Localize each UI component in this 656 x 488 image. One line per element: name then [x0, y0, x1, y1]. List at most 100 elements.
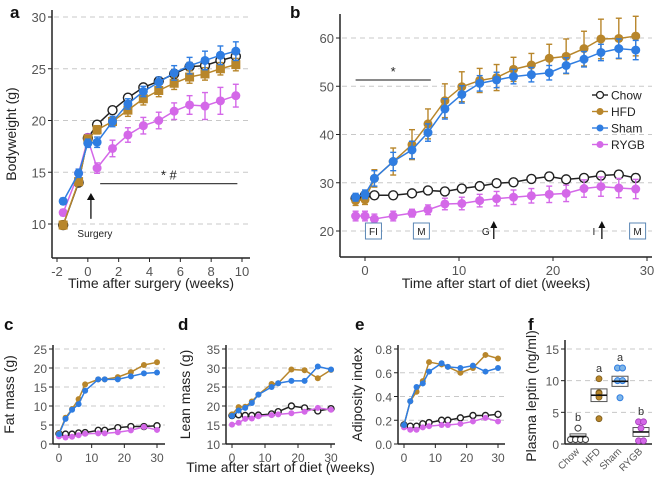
x-tick-label: 2: [115, 264, 122, 279]
y-tick-label: 20: [207, 400, 221, 414]
data-point: [235, 407, 242, 414]
x-tick-label: Chow: [556, 446, 582, 472]
data-point: [526, 70, 536, 80]
data-point: [123, 105, 133, 115]
panel-label: e: [355, 315, 364, 334]
y-tick-label: 10: [32, 217, 46, 232]
y-tick-label: 0.4: [375, 391, 392, 405]
y-tick-label: 20: [320, 224, 334, 239]
data-point: [637, 424, 645, 432]
data-point: [351, 192, 361, 202]
series-sham: [351, 38, 641, 202]
data-point: [314, 375, 321, 382]
data-point: [388, 190, 399, 201]
data-point: [75, 432, 82, 439]
data-point: [92, 163, 102, 173]
data-point: [328, 406, 334, 413]
y-tick-label: 30: [32, 10, 46, 25]
data-point: [369, 190, 380, 201]
data-point: [544, 189, 554, 199]
data-point: [248, 415, 255, 422]
x-axis-label: Time after surgery (weeks): [68, 275, 234, 291]
data-point: [200, 55, 210, 65]
timepoint-label: M: [633, 227, 641, 238]
data-point: [69, 433, 76, 440]
y-axis-label: Adiposity index: [349, 347, 365, 441]
data-point: [469, 362, 476, 369]
timepoint-box: [364, 222, 382, 240]
significance-label: *: [391, 64, 396, 79]
data-point: [469, 418, 476, 425]
x-tick-label: 6: [177, 264, 184, 279]
data-point: [288, 377, 295, 384]
data-point: [169, 78, 179, 88]
group-rygb: b RYGB: [617, 406, 650, 474]
data-point: [440, 104, 450, 114]
data-point: [595, 375, 603, 383]
data-point: [406, 188, 418, 199]
data-point: [108, 143, 117, 153]
data-point: [438, 360, 445, 367]
data-point: [631, 31, 641, 41]
data-point: [495, 365, 501, 371]
data-point: [82, 387, 89, 394]
data-point: [457, 198, 467, 208]
data-point: [579, 184, 589, 194]
y-axis-label: Bodyweight (g): [3, 87, 19, 180]
data-point: [82, 381, 89, 388]
data-point: [574, 424, 582, 432]
data-point: [457, 89, 467, 99]
data-point: [108, 117, 117, 127]
significance-label: * #: [161, 168, 178, 183]
x-tick-label: 10: [452, 263, 466, 278]
series-sham: [58, 41, 241, 206]
data-point: [154, 359, 160, 366]
data-point: [114, 429, 121, 436]
significance-letter: b: [638, 406, 644, 418]
data-point: [138, 94, 148, 104]
x-tick-label: 8: [208, 264, 215, 279]
legend-entry-rygb: RYGB: [611, 138, 645, 152]
data-point: [419, 380, 426, 387]
data-point: [596, 47, 606, 57]
data-point: [369, 214, 379, 224]
significance-letter: b: [575, 412, 581, 424]
data-point: [444, 363, 451, 370]
legend-entry-sham: Sham: [611, 122, 642, 136]
data-point: [328, 366, 334, 373]
data-point: [95, 376, 102, 383]
y-tick-label: 0.8: [375, 343, 392, 357]
data-point: [457, 369, 464, 376]
y-tick-label: 35: [207, 343, 221, 357]
y-axis-label: Lean mass (g): [177, 350, 193, 439]
data-point: [275, 380, 282, 387]
data-point: [492, 75, 502, 85]
significance-letter: a: [596, 363, 603, 375]
data-point: [101, 430, 108, 437]
data-point: [413, 426, 420, 433]
data-point: [140, 423, 147, 430]
arrow-head-icon: [86, 192, 95, 200]
data-point: [74, 177, 84, 187]
y-axis-label: Plasma leptin (ng/ml): [523, 330, 539, 462]
timepoint-box: [629, 222, 647, 240]
data-point: [62, 434, 69, 441]
y-tick-label: 0.6: [375, 367, 392, 381]
data-point: [423, 205, 433, 215]
data-point: [509, 192, 519, 202]
y-tick-label: 20: [32, 114, 46, 129]
data-point: [509, 72, 519, 82]
data-point: [595, 415, 603, 423]
data-point: [526, 173, 537, 185]
data-point: [185, 72, 195, 82]
y-tick-label: 0.0: [375, 438, 392, 452]
arrow-head-icon: [598, 221, 606, 228]
data-point: [154, 369, 160, 376]
data-point: [613, 169, 624, 180]
data-point: [231, 60, 241, 70]
series-sham: [56, 369, 160, 438]
timepoint-label: FI: [369, 227, 378, 238]
data-point: [544, 53, 554, 63]
data-point: [426, 359, 433, 366]
